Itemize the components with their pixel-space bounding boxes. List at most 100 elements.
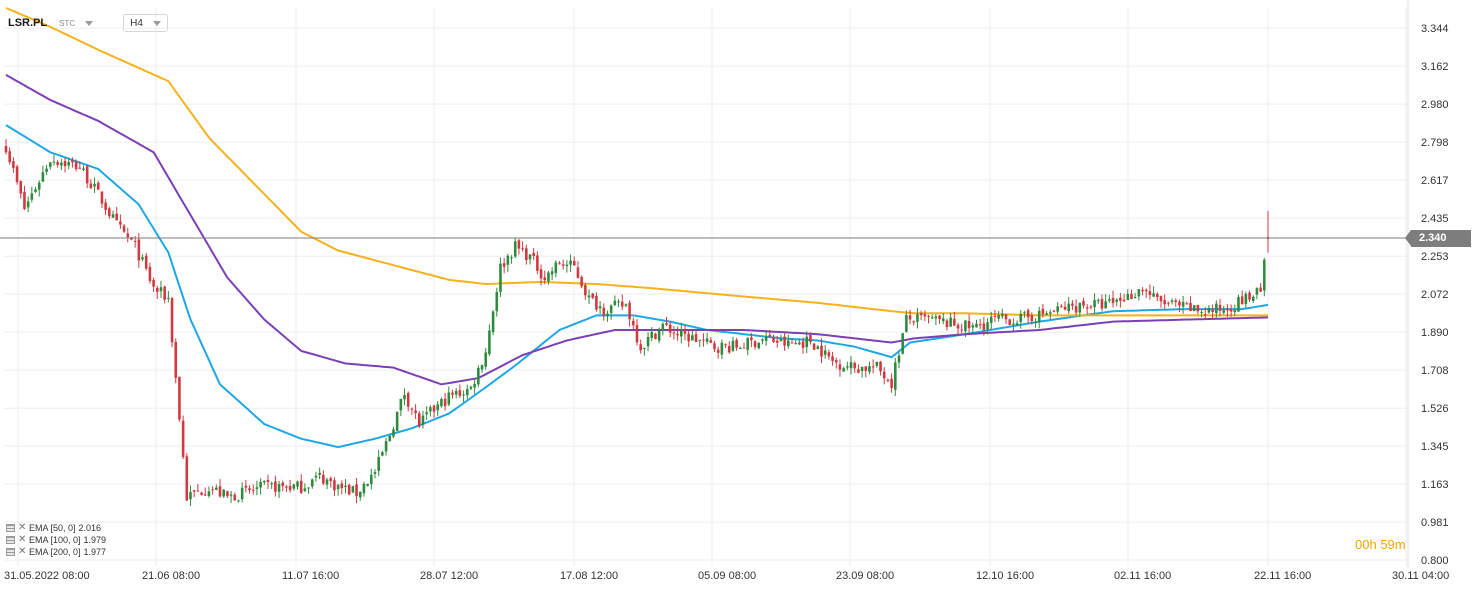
candle-body <box>48 162 52 167</box>
candle-body <box>698 339 702 341</box>
timeframe-select[interactable]: H4 <box>123 14 168 32</box>
candle-body <box>244 485 248 488</box>
candle-body <box>358 491 362 498</box>
candle-body <box>661 323 665 331</box>
symbol-label[interactable]: LSR.PL <box>8 17 48 29</box>
countdown-minutes-unit: m <box>1394 537 1406 552</box>
candle-body <box>12 161 15 168</box>
close-icon[interactable]: ✕ <box>18 522 27 533</box>
candle-body <box>646 336 650 347</box>
x-tick-label: 12.10 16:00 <box>976 570 1034 582</box>
time-axis[interactable]: 31.05.2022 08:00 21.06 08:00 11.07 16:00 28… <box>4 570 1449 582</box>
candle-body <box>203 494 207 496</box>
candle-body <box>307 487 310 489</box>
candle-body <box>639 344 642 351</box>
price-axis[interactable]: 3.344 3.162 2.980 2.798 2.617 2.435 2.253 2.072… <box>1407 0 1449 568</box>
candle-body <box>499 263 502 292</box>
candle-body <box>1015 323 1019 326</box>
candle-body <box>74 162 78 169</box>
candle-body <box>997 314 1000 319</box>
candle-body <box>281 482 285 487</box>
candle-body <box>993 315 997 317</box>
candle-body <box>370 474 373 485</box>
candle-body <box>1100 299 1104 309</box>
close-icon[interactable]: ✕ <box>18 534 27 545</box>
candle-body <box>798 342 801 345</box>
candle-body <box>868 366 871 372</box>
candle-body <box>1030 315 1034 322</box>
settings-icon[interactable] <box>6 524 15 532</box>
candle-body <box>425 412 428 415</box>
x-tick-label: 05.09 08:00 <box>698 570 756 582</box>
candle-body <box>731 340 735 351</box>
candle-body <box>237 500 240 502</box>
y-tick-label: 2.980 <box>1421 99 1449 111</box>
candle-body <box>491 311 495 333</box>
candle-body <box>953 318 956 326</box>
candle-body <box>1122 299 1126 302</box>
candle-body <box>163 286 166 300</box>
candle-body <box>787 340 790 346</box>
settings-icon[interactable] <box>6 548 15 556</box>
candle-body <box>30 193 34 200</box>
candle-body <box>801 341 805 348</box>
candle-body <box>1078 302 1082 313</box>
candle-body <box>178 376 181 420</box>
candle-body <box>473 383 476 388</box>
candle-body <box>894 362 897 390</box>
candle-body <box>705 338 709 342</box>
candle-body <box>1034 321 1037 323</box>
candle-body <box>956 324 960 329</box>
y-tick-label: 3.162 <box>1421 61 1449 73</box>
candle-body <box>100 191 104 204</box>
candle-body <box>1207 307 1211 313</box>
candle-body <box>1071 303 1074 306</box>
candle-body <box>1012 323 1015 325</box>
candle-body <box>333 480 336 491</box>
candle-body <box>23 191 26 210</box>
candle-body <box>934 316 938 319</box>
candle-countdown: 00h 59m <box>1355 537 1406 552</box>
symbol-dropdown-icon[interactable] <box>85 20 94 26</box>
candle-body <box>296 481 299 487</box>
candle-body <box>1251 296 1255 301</box>
candle-body <box>1089 306 1093 308</box>
candle-body <box>469 386 473 389</box>
candle-body <box>85 166 89 184</box>
x-tick-label: 02.11 16:00 <box>1114 570 1171 582</box>
ema-line-0 <box>5 124 1269 449</box>
candle-body <box>159 287 163 292</box>
candle-body <box>447 392 451 405</box>
candle-body <box>229 494 233 496</box>
candle-body <box>421 415 425 425</box>
candle-body <box>739 348 742 350</box>
close-icon[interactable]: ✕ <box>18 546 27 557</box>
candle-body <box>222 489 226 497</box>
candle-body <box>1126 294 1130 300</box>
timeframe-label: H4 <box>130 17 143 29</box>
candle-body <box>591 293 595 298</box>
countdown-hours: 00 <box>1355 537 1370 552</box>
candle-body <box>857 369 860 373</box>
candle-body <box>764 336 768 341</box>
legend-item-ema-100: ✕ EMA [100, 0] 1.979 <box>6 534 106 546</box>
candle-body <box>971 325 975 328</box>
candle-body <box>458 390 462 396</box>
candle-body <box>628 302 631 320</box>
y-tick-label: 2.617 <box>1421 175 1449 187</box>
symbol-sub-label: STC <box>59 18 76 28</box>
candle-body <box>218 486 222 497</box>
candle-body <box>126 233 130 238</box>
candle-body <box>709 340 713 343</box>
candle-body <box>632 320 635 326</box>
countdown-hours-unit: h <box>1369 537 1377 552</box>
chevron-down-icon <box>152 20 161 26</box>
candle-body <box>1056 306 1059 312</box>
candle-body <box>598 306 602 309</box>
settings-icon[interactable] <box>6 536 15 544</box>
candle-body <box>15 166 19 182</box>
y-tick-label: 2.798 <box>1421 137 1449 149</box>
candle-body <box>886 379 890 381</box>
candle-body <box>1048 312 1052 314</box>
